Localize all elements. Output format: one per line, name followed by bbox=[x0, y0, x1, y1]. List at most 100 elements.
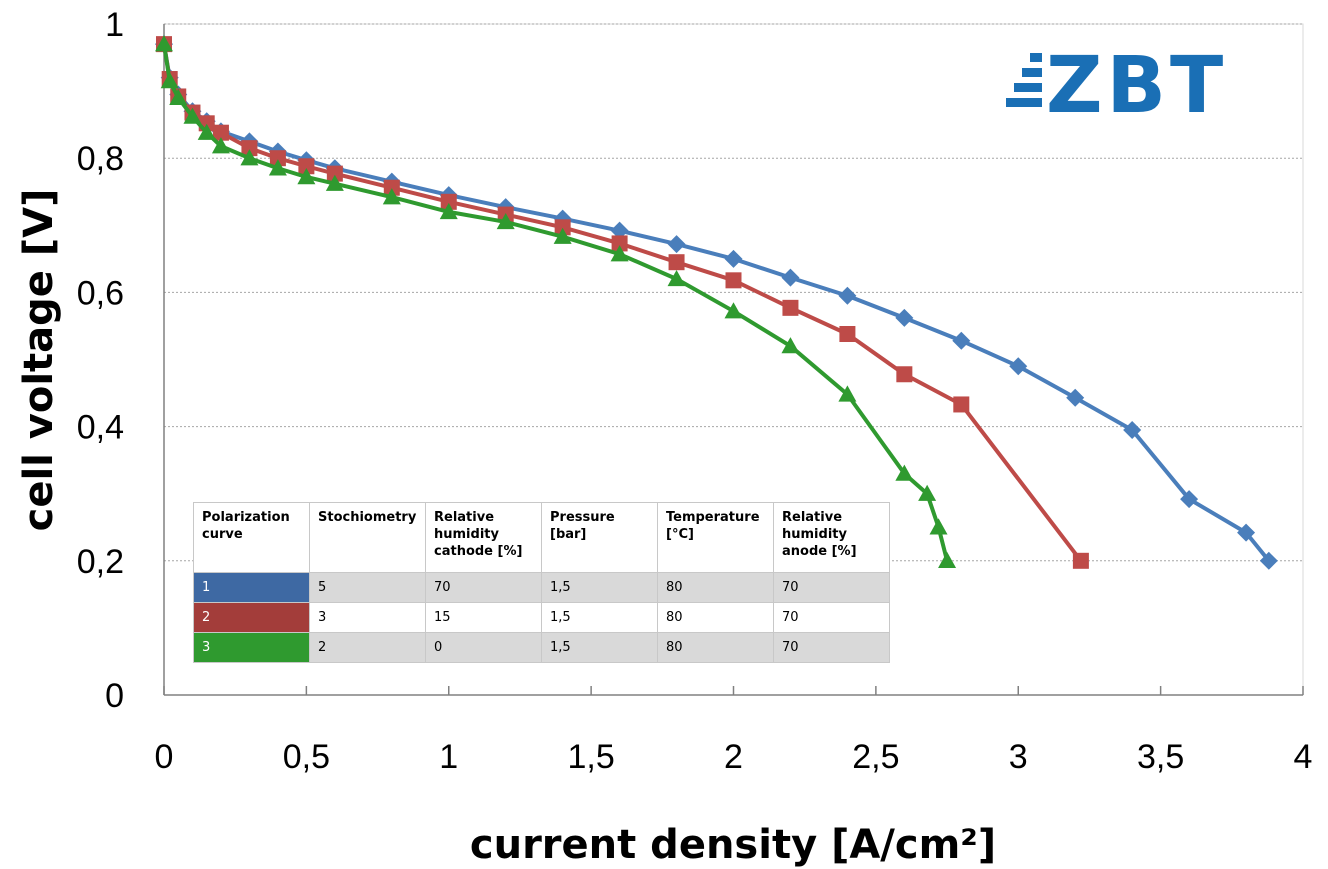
data-point bbox=[938, 551, 957, 568]
table-header-cell: Pressure [bar] bbox=[541, 502, 658, 573]
curve-id-cell: 2 bbox=[193, 602, 310, 633]
data-point bbox=[1066, 388, 1085, 407]
data-point bbox=[781, 268, 800, 287]
series-line bbox=[162, 43, 950, 562]
x-tick-label: 2 bbox=[724, 738, 743, 776]
table-header-cell: Relative humidity anode [%] bbox=[773, 502, 890, 573]
data-point bbox=[952, 331, 971, 350]
series-3 bbox=[155, 35, 957, 568]
data-point bbox=[155, 35, 173, 52]
data-point bbox=[782, 299, 799, 316]
table-cell-pressure: 1,5 bbox=[541, 632, 658, 663]
data-point bbox=[611, 235, 628, 252]
x-tick-label: 1,5 bbox=[567, 738, 614, 776]
table-cell-rh-anode: 70 bbox=[773, 602, 890, 633]
y-tick-label: 0,6 bbox=[77, 274, 124, 312]
data-point bbox=[1009, 357, 1028, 376]
table-cell-stoichiometry: 5 bbox=[309, 572, 426, 603]
data-point bbox=[1072, 552, 1089, 569]
series-line bbox=[162, 43, 1083, 563]
table-cell-temperature: 80 bbox=[657, 572, 774, 603]
series-layer bbox=[155, 35, 1278, 570]
x-tick-label: 0 bbox=[155, 738, 174, 776]
curve-id-cell: 3 bbox=[193, 632, 310, 663]
table-cell-temperature: 80 bbox=[657, 632, 774, 663]
data-point bbox=[1180, 490, 1199, 509]
data-point bbox=[838, 385, 857, 402]
table-header-text: cathode [%] bbox=[434, 544, 523, 559]
data-point bbox=[838, 286, 857, 305]
table-header-text: [bar] bbox=[550, 527, 587, 542]
data-point bbox=[268, 159, 287, 176]
table-header-text: Relative bbox=[434, 510, 495, 525]
table-header-cell: Relative humidity cathode [%] bbox=[425, 502, 542, 573]
table-header-text: curve bbox=[202, 527, 243, 542]
table-header-cell: Temperature [°C] bbox=[657, 502, 774, 573]
table-cell-pressure: 1,5 bbox=[541, 572, 658, 603]
table-cell-rh-cathode: 15 bbox=[425, 602, 542, 633]
data-point bbox=[1237, 523, 1256, 542]
table-header-text: Temperature bbox=[666, 510, 760, 525]
logo-stripes-icon bbox=[1006, 53, 1042, 107]
y-axis-title: cell voltage [V] bbox=[16, 189, 62, 532]
table-header-text: [°C] bbox=[666, 527, 694, 542]
table-header-row: Polarization curve Stochiometry Relative hum… bbox=[193, 502, 890, 573]
table-header-text: Stochiometry bbox=[318, 510, 417, 525]
x-tick-label: 3,5 bbox=[1137, 738, 1184, 776]
table-cell-pressure: 1,5 bbox=[541, 602, 658, 633]
table-cell-stoichiometry: 3 bbox=[309, 602, 426, 633]
table-header-text: Polarization bbox=[202, 510, 290, 525]
x-axis-title: current density [A/cm²] bbox=[470, 822, 996, 868]
data-point bbox=[953, 396, 970, 413]
data-point bbox=[929, 518, 948, 535]
data-point bbox=[667, 235, 686, 254]
series-2 bbox=[156, 36, 1089, 569]
table-cell-temperature: 80 bbox=[657, 602, 774, 633]
data-point bbox=[439, 202, 458, 220]
table-header-text: anode [%] bbox=[782, 544, 857, 559]
axes bbox=[163, 24, 1304, 696]
data-point bbox=[211, 137, 230, 154]
data-point bbox=[169, 88, 188, 106]
data-point bbox=[440, 193, 457, 210]
data-point bbox=[1123, 420, 1142, 439]
data-point bbox=[269, 150, 286, 167]
data-point bbox=[212, 124, 229, 141]
table-header-text: Relative bbox=[782, 510, 843, 525]
x-tick-label: 3 bbox=[1009, 738, 1028, 776]
data-point bbox=[383, 179, 400, 196]
data-point bbox=[895, 464, 914, 481]
data-point bbox=[918, 484, 937, 501]
curve-id-cell: 1 bbox=[193, 572, 310, 603]
table-cell-rh-cathode: 0 bbox=[425, 632, 542, 663]
table-header-text: humidity bbox=[782, 527, 847, 542]
data-point bbox=[326, 165, 343, 182]
parameter-table: Polarization curve Stochiometry Relative hum… bbox=[193, 502, 890, 663]
data-point bbox=[241, 140, 258, 157]
table-row: 2 3 15 1,5 80 70 bbox=[193, 602, 890, 633]
table-row: 3 2 0 1,5 80 70 bbox=[193, 632, 890, 663]
data-point bbox=[895, 308, 914, 327]
table-cell-stoichiometry: 2 bbox=[309, 632, 426, 663]
y-tick-label: 0 bbox=[105, 677, 124, 715]
data-point bbox=[382, 188, 401, 205]
table-cell-rh-cathode: 70 bbox=[425, 572, 542, 603]
table-cell-rh-anode: 70 bbox=[773, 632, 890, 663]
data-point bbox=[668, 254, 685, 271]
data-point bbox=[553, 227, 572, 244]
data-point bbox=[554, 219, 571, 236]
data-point bbox=[240, 149, 259, 166]
y-tick-label: 0,4 bbox=[77, 409, 124, 447]
data-point bbox=[496, 212, 515, 230]
zbt-logo: ZBT bbox=[1006, 41, 1223, 131]
table-cell-rh-anode: 70 bbox=[773, 572, 890, 603]
data-point bbox=[1259, 551, 1278, 570]
data-point bbox=[839, 326, 856, 343]
data-point bbox=[610, 245, 629, 262]
data-point bbox=[667, 269, 686, 287]
y-tick-label: 0,8 bbox=[77, 140, 124, 178]
tick-labels: 0 0,2 0,4 0,6 0,8 1 0 0,5 1 1,5 2 2,5 3 3,5 4 bbox=[77, 6, 1313, 776]
data-point bbox=[197, 123, 216, 140]
y-tick-label: 1 bbox=[105, 6, 124, 44]
